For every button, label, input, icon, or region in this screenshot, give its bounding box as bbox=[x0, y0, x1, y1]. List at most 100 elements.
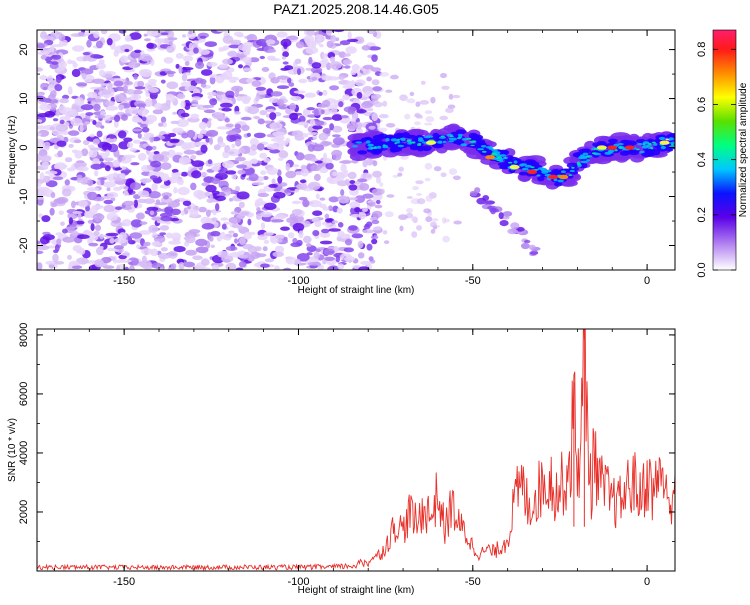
spectrogram-noise-blob bbox=[101, 256, 112, 264]
spectrogram-noise-blob bbox=[304, 92, 316, 98]
spectrogram-noise-blob bbox=[118, 105, 124, 111]
spectrogram-noise-blob bbox=[166, 45, 175, 53]
signal-core-blob bbox=[651, 141, 656, 144]
spectrogram-noise-blob bbox=[375, 176, 382, 184]
spectrogram-noise-blob bbox=[355, 127, 363, 135]
spectrogram-noise-blob bbox=[90, 163, 103, 170]
spectrogram-noise-blob bbox=[235, 185, 240, 192]
spectrogram-noise-blob bbox=[406, 98, 416, 104]
signal-core-blob bbox=[585, 155, 590, 158]
spectrogram-noise-blob bbox=[372, 160, 378, 167]
signal-core-blob bbox=[451, 137, 457, 141]
spectrogram-noise-blob bbox=[210, 244, 215, 248]
spectrogram-noise-blob bbox=[68, 130, 80, 136]
spectrogram-noise-blob bbox=[150, 58, 155, 66]
spectrogram-noise-blob bbox=[101, 30, 108, 35]
spectrogram-noise-blob bbox=[58, 105, 67, 114]
signal-core-blob bbox=[496, 159, 501, 162]
colorbar-gradient bbox=[712, 29, 737, 271]
spectrogram-noise-blob bbox=[116, 265, 121, 270]
signal-core-blob bbox=[382, 144, 386, 146]
spectrogram-noise-blob bbox=[225, 90, 235, 99]
spectrogram-noise-blob bbox=[322, 259, 327, 265]
spectrogram-noise-blob bbox=[292, 222, 305, 232]
spectrogram-noise-blob bbox=[106, 187, 111, 192]
spectrogram-noise-blob bbox=[163, 57, 174, 64]
spectrogram-noise-blob bbox=[267, 49, 277, 53]
spectrogram-noise-blob bbox=[160, 247, 168, 252]
spectrogram-noise-blob bbox=[207, 91, 217, 96]
spectrogram-noise-blob bbox=[121, 169, 132, 174]
spectrogram-noise-blob bbox=[345, 238, 352, 246]
signal-core-blob bbox=[537, 167, 545, 170]
signal-core-blob bbox=[596, 141, 607, 145]
spectrogram-noise-blob bbox=[151, 216, 164, 221]
spectrogram-noise-blob bbox=[145, 98, 152, 106]
spectrogram-noise-blob bbox=[368, 125, 376, 130]
spectrogram-noise-blob bbox=[263, 176, 269, 180]
signal-core-blob bbox=[488, 147, 494, 150]
spectrogram-noise-blob bbox=[43, 141, 51, 149]
spectrogram-noise-blob bbox=[290, 96, 302, 101]
spectrogram-noise-blob bbox=[127, 257, 139, 266]
spectrogram-noise-blob bbox=[87, 91, 98, 99]
spectrogram-noise-blob bbox=[37, 153, 41, 162]
spectrogram-noise-blob bbox=[306, 107, 316, 111]
spectrogram-noise-blob bbox=[191, 96, 202, 101]
signal-core-blob bbox=[367, 143, 374, 147]
spectrogram-noise-blob bbox=[372, 170, 382, 178]
spectrogram-noise-blob bbox=[315, 34, 324, 38]
spectrogram-noise-blob bbox=[205, 137, 211, 143]
spectrogram-noise-blob bbox=[37, 51, 47, 55]
spectrogram-noise-blob bbox=[159, 225, 170, 231]
spectrogram-noise-blob bbox=[332, 134, 341, 138]
spectrogram-noise-blob bbox=[171, 168, 179, 173]
spectrogram-noise-blob bbox=[152, 153, 165, 162]
spectrogram-noise-blob bbox=[409, 91, 415, 97]
spectrogram-noise-blob bbox=[291, 200, 302, 205]
spectrogram-noise-blob bbox=[302, 199, 310, 208]
spectrogram-noise-blob bbox=[106, 212, 119, 221]
spectrogram-noise-blob bbox=[310, 164, 322, 172]
spectrogram-noise-blob bbox=[416, 225, 422, 231]
spectrogram-noise-blob bbox=[322, 128, 331, 134]
spectrogram-noise-blob bbox=[209, 76, 216, 85]
spectrogram-noise-blob bbox=[328, 196, 339, 203]
spectrogram-noise-blob bbox=[207, 95, 213, 100]
spectrogram-noise-blob bbox=[263, 202, 277, 210]
spectrogram-noise-blob bbox=[178, 262, 185, 270]
spectrogram-noise-blob bbox=[277, 175, 283, 184]
spectrogram-noise-blob bbox=[354, 195, 366, 204]
signal-core-blob bbox=[442, 140, 447, 143]
signal-core-blob bbox=[397, 138, 400, 141]
spectrogram-noise-blob bbox=[452, 94, 461, 99]
spectrogram-noise-blob bbox=[276, 140, 289, 146]
signal-core-blob bbox=[668, 137, 674, 141]
spectrogram-noise-blob bbox=[322, 158, 333, 164]
signal-core-blob bbox=[648, 142, 652, 146]
spectrogram-noise-blob bbox=[235, 267, 244, 270]
spectrogram-noise-blob bbox=[399, 94, 408, 101]
spectrogram-noise-blob bbox=[296, 252, 310, 262]
spectrogram-noise-blob bbox=[159, 232, 167, 236]
spectrogram-noise-blob bbox=[271, 219, 284, 223]
spectrogram-noise-blob bbox=[260, 263, 270, 268]
spectrogram-noise-blob bbox=[390, 74, 399, 80]
signal-core-blob bbox=[524, 164, 532, 168]
spectrogram-noise-blob bbox=[91, 204, 104, 210]
spectrogram-noise-blob bbox=[114, 114, 121, 122]
spectrogram-noise-blob bbox=[386, 194, 395, 198]
spectrogram-noise-blob bbox=[96, 62, 106, 70]
spectrogram-noise-blob bbox=[371, 188, 384, 196]
spectrogram-noise-blob bbox=[87, 187, 99, 192]
spectrogram-noise-blob bbox=[74, 97, 85, 106]
spectrogram-noise-blob bbox=[265, 108, 276, 113]
spectrogram-noise-blob bbox=[385, 123, 396, 128]
spectrogram-noise-blob bbox=[382, 230, 388, 235]
spectrogram-noise-blob bbox=[367, 108, 374, 112]
spectrogram-noise-blob bbox=[216, 91, 224, 96]
spectrogram-noise-blob bbox=[50, 30, 61, 40]
spectrogram-noise-blob bbox=[173, 172, 182, 176]
spectrogram-noise-blob bbox=[137, 107, 149, 117]
spectrogram-noise-blob bbox=[207, 118, 212, 122]
